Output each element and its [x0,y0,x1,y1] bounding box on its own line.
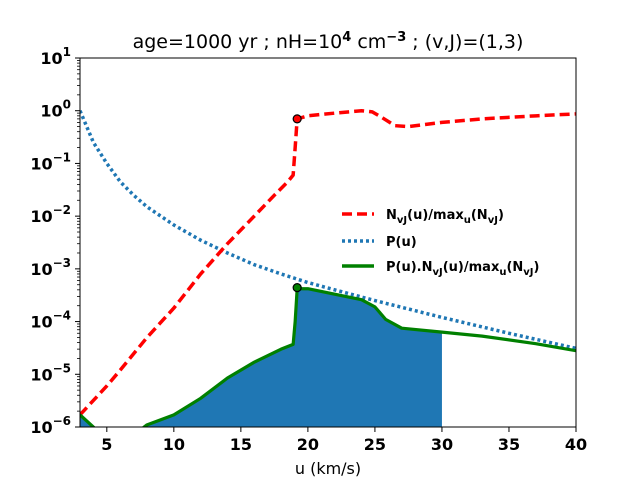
x-axis: 5 10 15 20 25 30 35 40 [101,427,587,454]
series-line-0 [80,108,576,417]
y-tick-label-6: 10−5 [30,361,71,384]
marker-point-1 [292,283,302,293]
x-tick-label-1: 10 [163,435,185,454]
x-axis-label: u (km/s) [295,459,361,478]
y-axis: 101 100 10−1 10−2 10−3 10−4 10−5 10−6 [30,45,80,437]
y-tick-label-7: 10−6 [30,414,71,437]
y-tick-label-1: 100 [40,98,71,121]
x-tick-label-0: 5 [101,435,112,454]
marker-point-0 [292,114,302,124]
series-line-1 [80,110,576,351]
x-tick-label-3: 20 [297,435,319,454]
x-tick-label-5: 30 [431,435,453,454]
y-tick-label-2: 10−1 [30,150,71,173]
fill-area [80,288,442,427]
legend-label-1: P(u) [386,235,417,250]
chart-title: age=1000 yr ; nH=104 cm−3 ; (v,J)=(1,3) [133,30,524,53]
legend-label-2: P(u).NvJ(u)/maxu(NvJ) [386,260,539,278]
x-tick-label-2: 15 [230,435,252,454]
x-tick-label-6: 35 [498,435,520,454]
y-tick-label-4: 10−3 [30,256,71,279]
plot-area [80,108,576,427]
x-tick-label-4: 25 [364,435,386,454]
y-tick-label-5: 10−4 [30,309,71,332]
legend: NvJ(u)/maxu(NvJ) P(u) P(u).NvJ(u)/maxu(NvJ… [334,198,568,282]
legend-label-0: NvJ(u)/maxu(NvJ) [386,208,504,226]
plot-frame [79,57,577,428]
y-tick-label-0: 101 [40,45,71,68]
series-line-2 [80,287,576,427]
x-tick-label-7: 40 [565,435,587,454]
y-tick-label-3: 10−2 [30,203,71,226]
